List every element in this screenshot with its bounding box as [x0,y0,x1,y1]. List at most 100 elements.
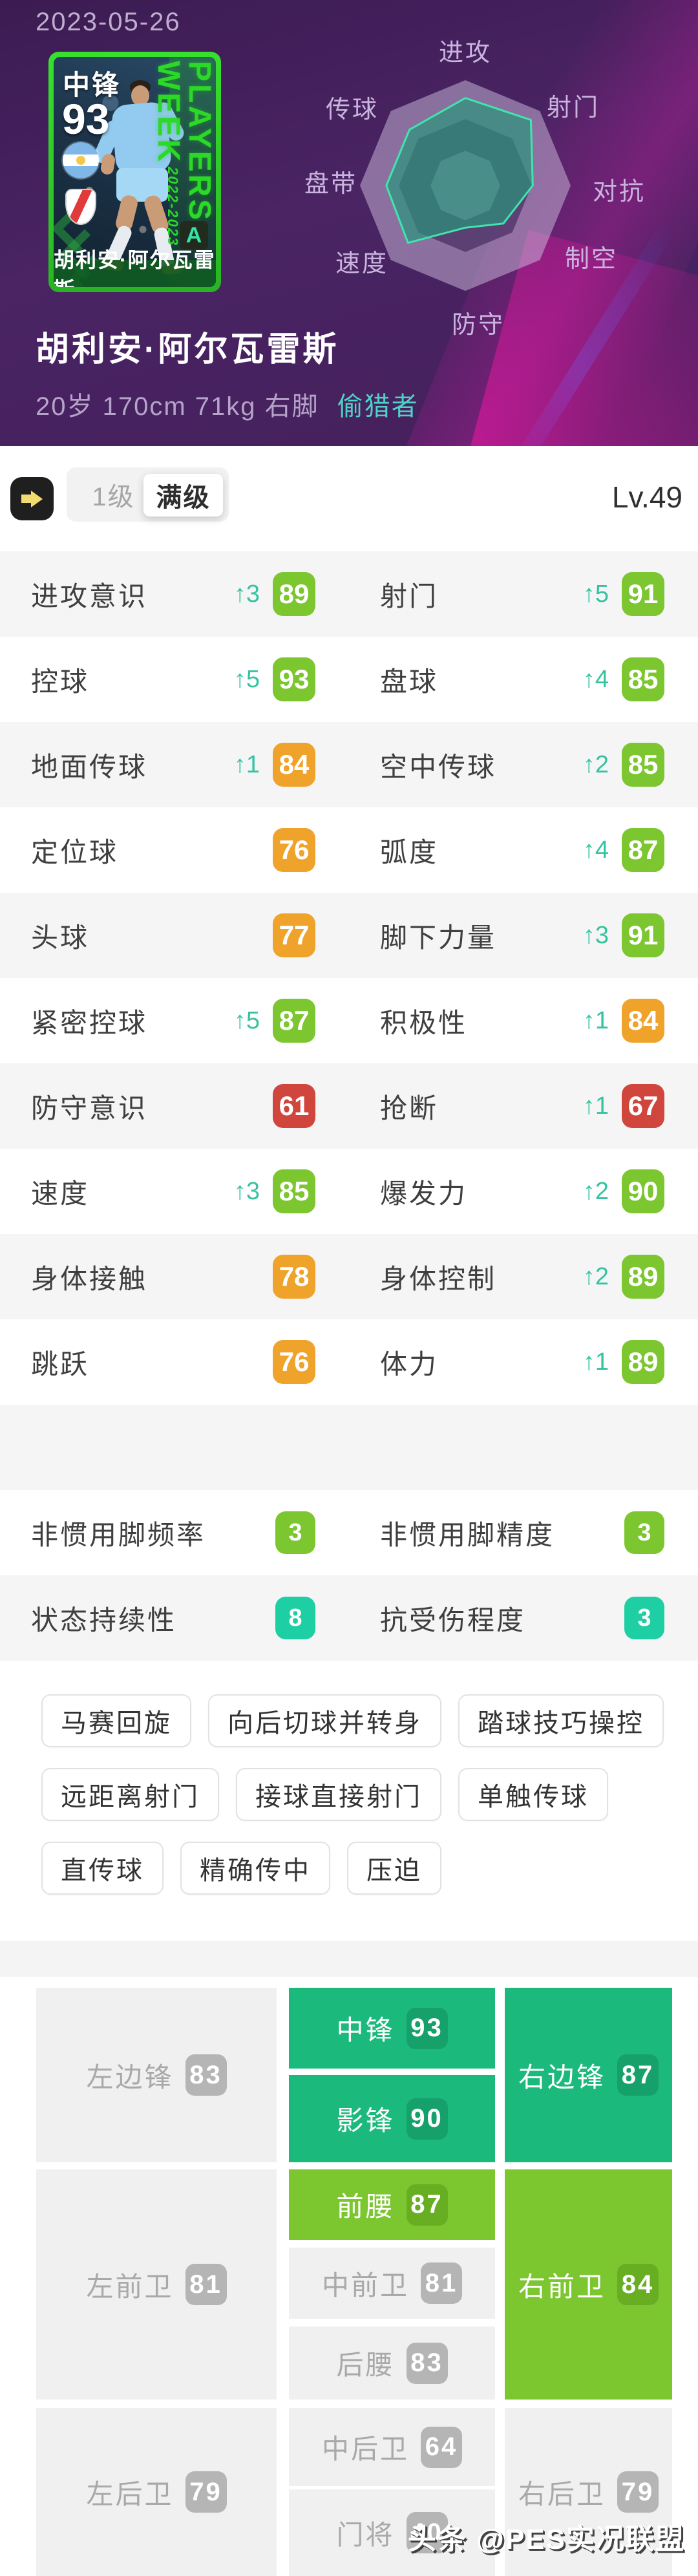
position-cell-右后卫: 右后卫 79 [505,2408,672,2576]
stat-label: 速度 [31,1178,90,1209]
stat-cell: 地面传球 ↑1 84 [0,722,349,807]
skill-chip[interactable]: 压迫 [347,1842,441,1895]
stat-label: 抢断 [380,1092,439,1123]
stat-row: 紧密控球 ↑5 87 积极性 ↑1 84 [0,978,698,1063]
stat-row: 进攻意识 ↑3 89 射门 ↑5 91 [0,551,698,637]
stat-row: 定位球 76 弧度 ↑4 87 [0,807,698,893]
stat-value-badge: 78 [273,1255,315,1299]
tab-max-level[interactable]: 满级 [143,474,223,516]
radar-axis-label: 传球 [326,96,379,123]
stat-row: 状态持续性 8 抗受伤程度 3 [0,1575,698,1661]
stat-cell: 盘球 ↑4 85 [349,637,698,722]
stat-value-badge: 89 [622,1255,664,1299]
stat-upgrade-arrow: ↑3 [233,1177,260,1205]
tab-level-1[interactable]: 1级 [92,483,135,511]
stat-cell: 射门 ↑5 91 [349,551,698,637]
player-bio: 20岁 170cm 71kg 右脚 [36,392,319,421]
skill-chip[interactable]: 接球直接射门 [236,1768,441,1821]
stat-label: 弧度 [380,836,439,868]
player-header: 2023-05-26 中锋 93 PLAYERS WEEK 20 [0,0,698,446]
stat-label: 进攻意识 [31,580,148,612]
stat-value-badge: 76 [273,1340,315,1384]
stat-value-badge: 67 [622,1084,664,1128]
level-segmented-control[interactable]: 1级 满级 [67,467,229,522]
stat-value-badge: 85 [273,1169,315,1213]
position-rating-badge: 87 [617,2054,659,2096]
position-cell-中后卫: 中后卫 64 [289,2408,495,2486]
stat-cell: 身体控制 ↑2 89 [349,1234,698,1319]
position-rating-badge: 64 [421,2426,462,2468]
stat-label: 头球 [31,922,90,953]
stat-row: 跳跃 76 体力 ↑1 89 [0,1319,698,1405]
position-cell-左前卫: 左前卫 81 [36,2169,277,2400]
position-cell-中锋: 中锋 93 [289,1988,495,2069]
stat-upgrade-arrow: ↑1 [582,1348,609,1376]
stat-cell: 定位球 76 [0,807,349,893]
card-name-bar: 胡利安·阿尔瓦雷斯 [54,248,216,287]
position-rating-badge: 81 [421,2262,462,2304]
stat-value-badge: 89 [622,1340,664,1384]
stat-label: 身体控制 [380,1263,497,1294]
stat-value-badge: 77 [273,913,315,957]
stat-cell: 抢断 ↑1 67 [349,1063,698,1149]
stat-cell: 抗受伤程度 3 [349,1575,698,1661]
stat-label: 防守意识 [31,1092,148,1123]
skill-chip[interactable]: 远距离射门 [41,1768,219,1821]
skill-chip[interactable]: 向后切球并转身 [208,1694,441,1747]
skill-chip[interactable]: 踏球技巧操控 [458,1694,664,1747]
stat-label: 空中传球 [380,751,497,782]
position-rating-badge: 40 [406,2512,448,2553]
stat-row: 控球 ↑5 93 盘球 ↑4 85 [0,637,698,722]
skill-chip[interactable]: 马赛回旋 [41,1694,191,1747]
position-label: 前腰 [336,2191,395,2222]
position-label: 影锋 [336,2105,395,2136]
radar-axis-label: 速度 [335,250,388,277]
stat-value-badge: 91 [622,913,664,957]
stat-label: 状态持续性 [31,1604,177,1635]
card-grade-badge: A [180,221,208,250]
stat-label: 盘球 [380,666,439,697]
playstyle-link[interactable]: 偷猎者 [337,392,419,421]
stat-cell: 非惯用脚频率 3 [0,1490,349,1575]
section-divider [0,1941,698,1977]
stat-upgrade-arrow: ↑3 [582,921,609,949]
skill-chip[interactable]: 精确传中 [180,1842,330,1895]
player-name: 胡利安·阿尔瓦雷斯 [36,331,339,368]
stat-cell: 速度 ↑3 85 [0,1149,349,1234]
position-cell-左后卫: 左后卫 79 [36,2408,277,2576]
stat-value-badge: 85 [622,743,664,787]
stat-row: 速度 ↑3 85 爆发力 ↑2 90 [0,1149,698,1234]
stat-cell: 状态持续性 8 [0,1575,349,1661]
stat-upgrade-arrow: ↑5 [233,665,260,693]
position-cell-右边锋: 右边锋 87 [505,1988,672,2162]
stat-label: 脚下力量 [380,922,497,953]
player-card: 中锋 93 PLAYERS WEEK 2022-2023 A 胡利安·阿尔瓦雷斯 [48,52,221,292]
arrow-right-icon [21,490,43,507]
stat-upgrade-arrow: ↑1 [582,1006,609,1034]
stat-upgrade-arrow: ↑2 [582,1177,609,1205]
stat-cell: 头球 77 [0,893,349,978]
stat-upgrade-arrow: ↑5 [582,580,609,608]
stat-upgrade-arrow: ↑2 [582,750,609,778]
radar-axis-label: 进攻 [439,39,492,67]
position-rating-badge: 84 [617,2264,659,2305]
stat-cell: 跳跃 76 [0,1319,349,1405]
position-grid: 左边锋 83 中锋 93 影锋 90 右边锋 87 左前卫 81 前腰 87 中前卫 81 后腰 83 右前卫 8… [36,1988,672,2576]
stat-value-badge: 93 [273,657,315,701]
stat-label: 抗受伤程度 [380,1604,526,1635]
position-cell-前腰: 前腰 87 [289,2169,495,2240]
stat-cell: 控球 ↑5 93 [0,637,349,722]
stat-row [0,1405,698,1490]
stat-label: 地面传球 [31,751,148,782]
skill-chip[interactable]: 单触传球 [458,1768,608,1821]
stat-value-badge: 3 [624,1511,664,1554]
stat-row: 地面传球 ↑1 84 空中传球 ↑2 85 [0,722,698,807]
stat-label: 定位球 [31,836,119,868]
level-toolbar: 1级 满级 Lv.49 [0,446,698,551]
stat-upgrade-arrow: ↑3 [233,580,260,608]
stat-value-badge: 91 [622,572,664,616]
skill-chip[interactable]: 直传球 [41,1842,164,1895]
position-rating-badge: 93 [406,2007,448,2049]
stat-row: 头球 77 脚下力量 ↑3 91 [0,893,698,978]
forward-arrow-button[interactable] [10,477,54,520]
